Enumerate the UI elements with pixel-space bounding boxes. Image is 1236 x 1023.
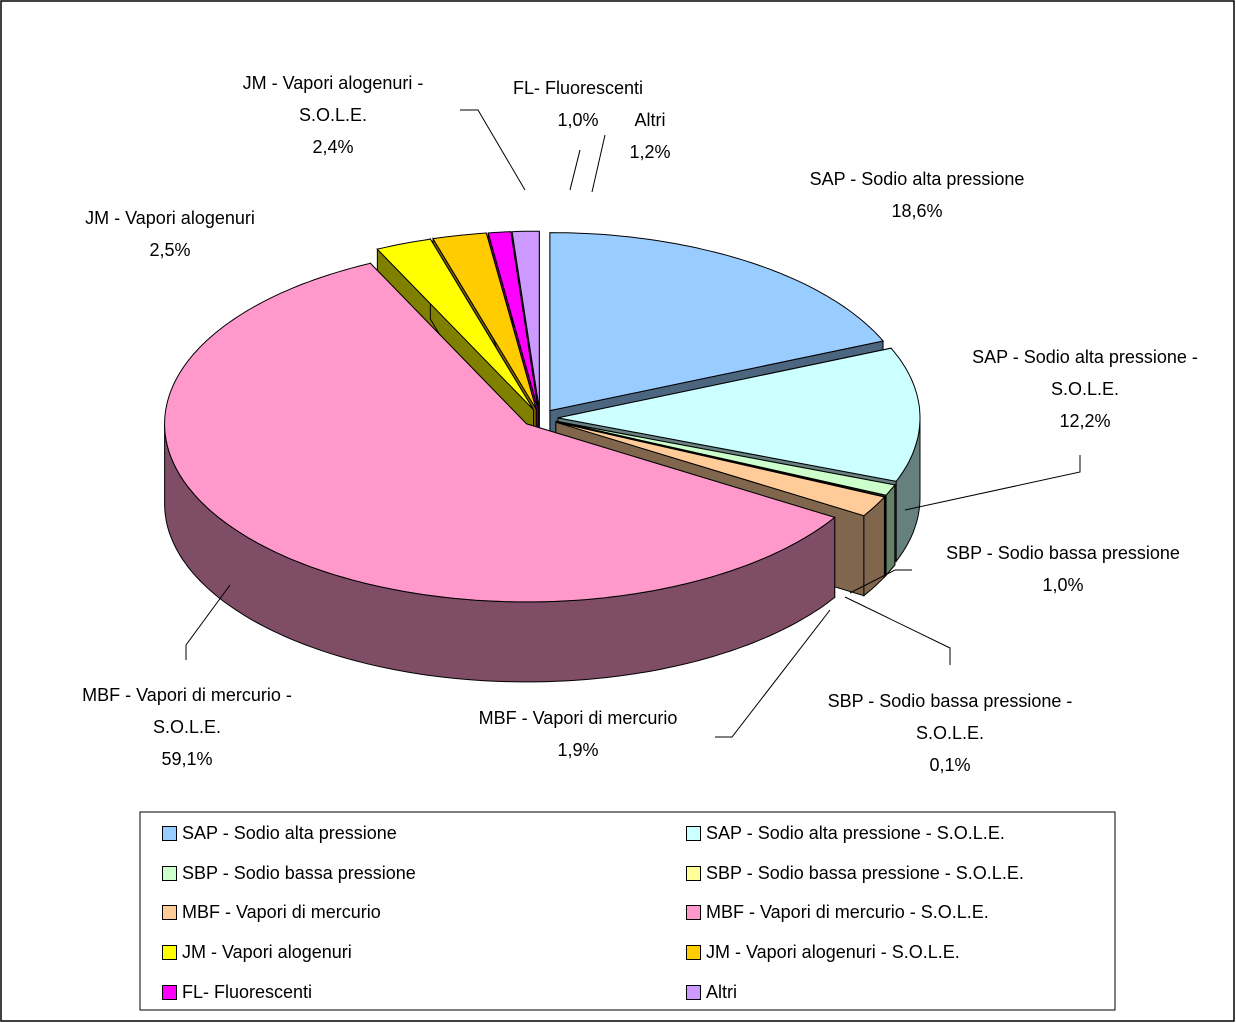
pie-slice (555, 421, 886, 517)
pie-slice (432, 232, 537, 410)
leader-line (185, 584, 231, 660)
data-label-name: FL- Fluorescenti (512, 78, 644, 98)
legend-swatch (162, 984, 177, 1000)
leader-line (460, 109, 526, 191)
legend-swatch (162, 826, 177, 841)
data-label-value: 1,9% (557, 740, 599, 760)
data-label: JM - Vapori alogenuri - S.O.L.E. 2,4% (217, 67, 449, 163)
data-label-name: SBP - Sodio bassa pressione - S.O.L.E. (827, 691, 1073, 743)
data-label-name: Altri (634, 110, 666, 130)
legend-label: SAP - Sodio alta pressione (182, 823, 397, 843)
data-label-value: 2,5% (149, 240, 191, 260)
pie-slice (557, 347, 921, 482)
data-label: MBF - Vapori di mercurio 1,9% (428, 702, 728, 766)
data-label: JM - Vapori alogenuri 2,5% (40, 202, 300, 266)
data-label-value: 18,6% (891, 201, 943, 221)
data-label: FL- Fluorescenti 1,0% (508, 72, 648, 136)
data-label-value: 1,2% (629, 142, 671, 162)
data-label-name: SBP - Sodio bassa pressione (946, 543, 1180, 563)
data-label-value: 2,4% (312, 137, 354, 157)
legend-swatch (686, 945, 701, 961)
legend-label: JM - Vapori alogenuri - S.O.L.E. (706, 942, 960, 963)
legend-swatch (686, 905, 701, 921)
legend-label: SBP - Sodio bassa pressione - S.O.L.E. (706, 862, 1024, 883)
legend-swatch (162, 905, 177, 921)
leader-line (849, 569, 912, 594)
data-label-value: 12,2% (1059, 411, 1111, 431)
data-label: SAP - Sodio alta pressione - S.O.L.E. 12,… (954, 341, 1216, 437)
leader-line (569, 149, 581, 191)
data-label-name: SAP - Sodio alta pressione - S.O.L.E. (972, 347, 1198, 399)
data-label: Altri 1,2% (610, 104, 690, 168)
leader-line (904, 455, 1081, 511)
leader-lines (185, 109, 1081, 738)
legend-swatch (686, 826, 701, 841)
legend-label: JM - Vapori alogenuri (182, 942, 352, 963)
legend-swatch (162, 865, 177, 881)
data-label-value: 0,1% (929, 755, 971, 775)
data-label: SAP - Sodio alta pressione 18,6% (767, 163, 1067, 227)
pie-wall (885, 483, 896, 577)
legend-swatch (686, 865, 701, 881)
leader-line (591, 134, 606, 193)
data-label: SBP - Sodio bassa pressione 1,0% (903, 537, 1223, 601)
legend-label: MBF - Vapori di mercurio - S.O.L.E. (706, 902, 989, 923)
legend-label: SBP - Sodio bassa pressione (182, 862, 416, 883)
leader-line (844, 596, 951, 665)
legend-swatch (162, 945, 177, 961)
legend-label: Altri (706, 981, 737, 1002)
data-label-name: JM - Vapori alogenuri - S.O.L.E. (242, 73, 424, 125)
data-label: SBP - Sodio bassa pressione - S.O.L.E. 0,… (813, 685, 1088, 781)
data-label: MBF - Vapori di mercurio - S.O.L.E. 59,1% (62, 679, 312, 775)
data-label-value: 59,1% (161, 749, 213, 769)
leader-line (715, 609, 831, 738)
pie-slice (511, 230, 540, 410)
data-label-name: SAP - Sodio alta pressione (809, 169, 1025, 189)
data-label-value: 1,0% (557, 110, 599, 130)
legend-box (139, 811, 1116, 1011)
legend-swatch (686, 984, 701, 1000)
legend-label: SAP - Sodio alta pressione - S.O.L.E. (706, 823, 1005, 843)
legend-label: MBF - Vapori di mercurio (182, 902, 381, 923)
pie-slice (549, 232, 885, 412)
pie-slice (487, 231, 539, 410)
pie-slice (556, 421, 887, 498)
data-label-name: MBF - Vapori di mercurio - S.O.L.E. (82, 685, 292, 737)
data-label-name: MBF - Vapori di mercurio (478, 708, 678, 728)
pie-slice (376, 238, 534, 411)
legend-label: FL- Fluorescenti (182, 981, 313, 1002)
pie-slice (164, 262, 836, 603)
pie-wall (884, 494, 887, 578)
data-label-name: JM - Vapori alogenuri (85, 208, 255, 228)
data-label-value: 1,0% (1042, 575, 1084, 595)
pie (164, 230, 921, 683)
